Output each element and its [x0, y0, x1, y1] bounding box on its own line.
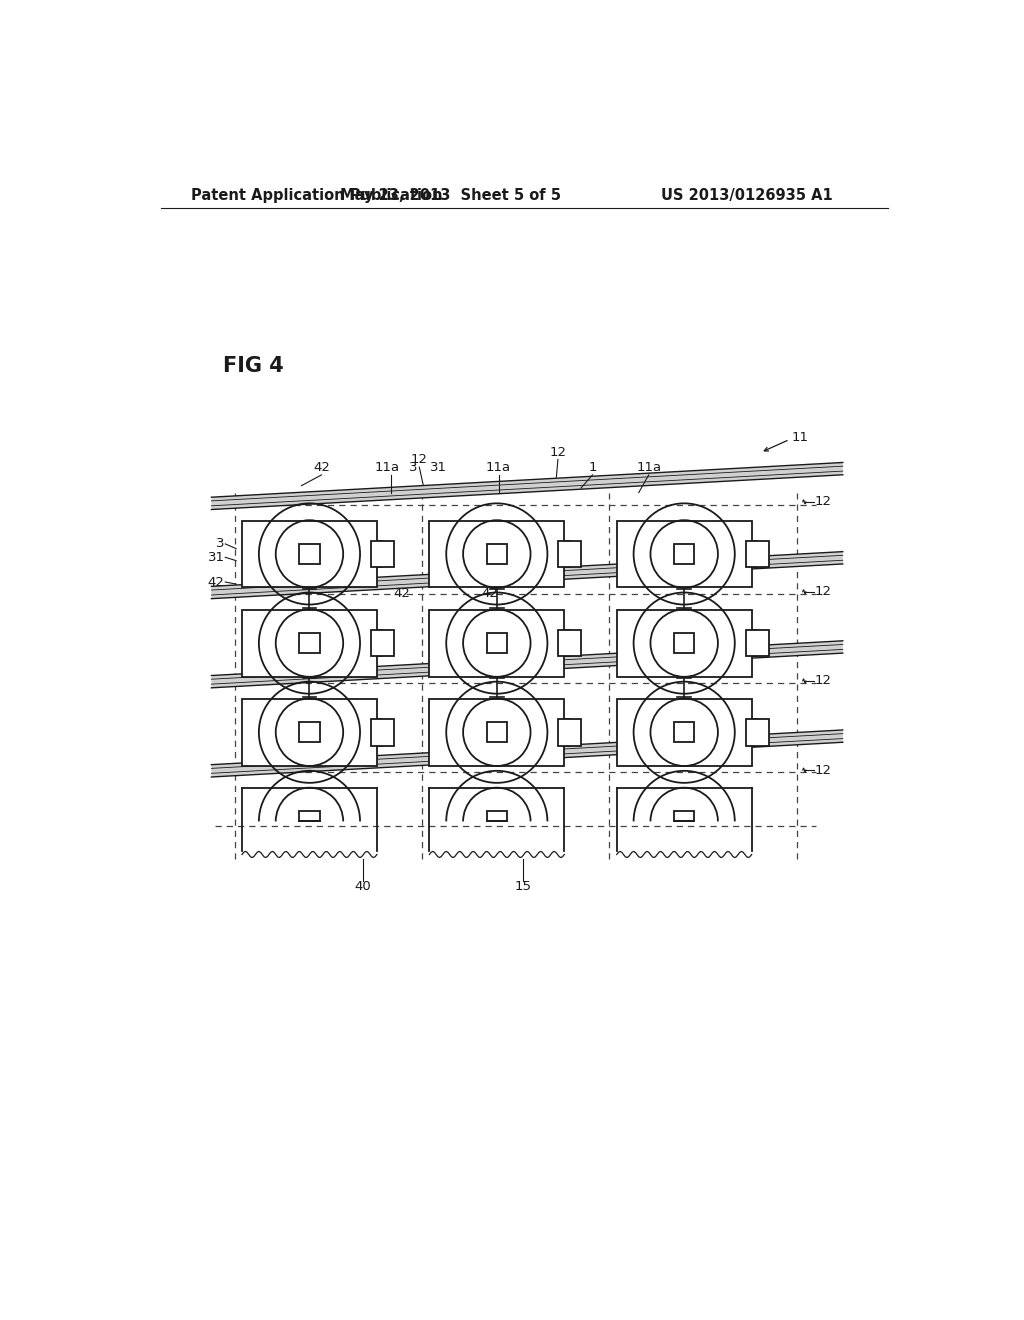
Text: 42: 42: [208, 576, 224, 589]
Bar: [558, 630, 582, 656]
Bar: [674, 544, 694, 564]
Bar: [299, 634, 319, 653]
Bar: [674, 812, 694, 821]
Bar: [486, 544, 507, 564]
Bar: [371, 630, 394, 656]
Text: 11a: 11a: [486, 461, 511, 474]
Bar: [299, 544, 319, 564]
Bar: [674, 634, 694, 653]
Polygon shape: [211, 552, 843, 599]
Bar: [616, 610, 752, 677]
Bar: [486, 812, 507, 821]
Bar: [371, 719, 394, 746]
Text: 12: 12: [814, 675, 831, 688]
Bar: [299, 722, 319, 742]
Bar: [429, 610, 564, 677]
Bar: [616, 520, 752, 587]
Bar: [242, 520, 377, 587]
Text: 12: 12: [814, 585, 831, 598]
Text: 42: 42: [481, 587, 499, 601]
Bar: [429, 520, 564, 587]
Bar: [486, 634, 507, 653]
Text: 12: 12: [814, 763, 831, 776]
Text: 11a: 11a: [636, 461, 662, 474]
Polygon shape: [211, 730, 843, 777]
Text: 11: 11: [792, 430, 808, 444]
Bar: [674, 722, 694, 742]
Text: 11a: 11a: [375, 461, 399, 474]
Text: 2: 2: [382, 543, 390, 556]
Bar: [486, 722, 507, 742]
Text: 2: 2: [569, 543, 578, 556]
Text: 12: 12: [411, 453, 428, 466]
Bar: [371, 541, 394, 568]
Text: 31: 31: [208, 550, 224, 564]
Polygon shape: [211, 640, 843, 688]
Text: FIG 4: FIG 4: [223, 356, 284, 376]
Bar: [429, 698, 564, 766]
Text: 42: 42: [394, 587, 411, 601]
Polygon shape: [211, 462, 843, 510]
Text: 15: 15: [515, 879, 531, 892]
Bar: [242, 610, 377, 677]
Bar: [616, 698, 752, 766]
Bar: [558, 719, 582, 746]
Bar: [299, 812, 319, 821]
Text: 4: 4: [508, 568, 516, 581]
Text: 12: 12: [814, 495, 831, 508]
Text: 31: 31: [430, 461, 447, 474]
Text: 3: 3: [216, 537, 224, 550]
Text: 4: 4: [321, 568, 329, 581]
Bar: [558, 541, 582, 568]
Bar: [745, 541, 768, 568]
Text: 42: 42: [313, 461, 330, 474]
Text: Patent Application Publication: Patent Application Publication: [190, 187, 442, 203]
Text: US 2013/0126935 A1: US 2013/0126935 A1: [660, 187, 833, 203]
Text: 3: 3: [409, 461, 418, 474]
Text: 40: 40: [354, 879, 372, 892]
Text: 12: 12: [550, 446, 566, 459]
Text: May 23, 2013  Sheet 5 of 5: May 23, 2013 Sheet 5 of 5: [340, 187, 560, 203]
Bar: [745, 630, 768, 656]
Text: 1: 1: [589, 461, 597, 474]
Bar: [745, 719, 768, 746]
Bar: [242, 698, 377, 766]
